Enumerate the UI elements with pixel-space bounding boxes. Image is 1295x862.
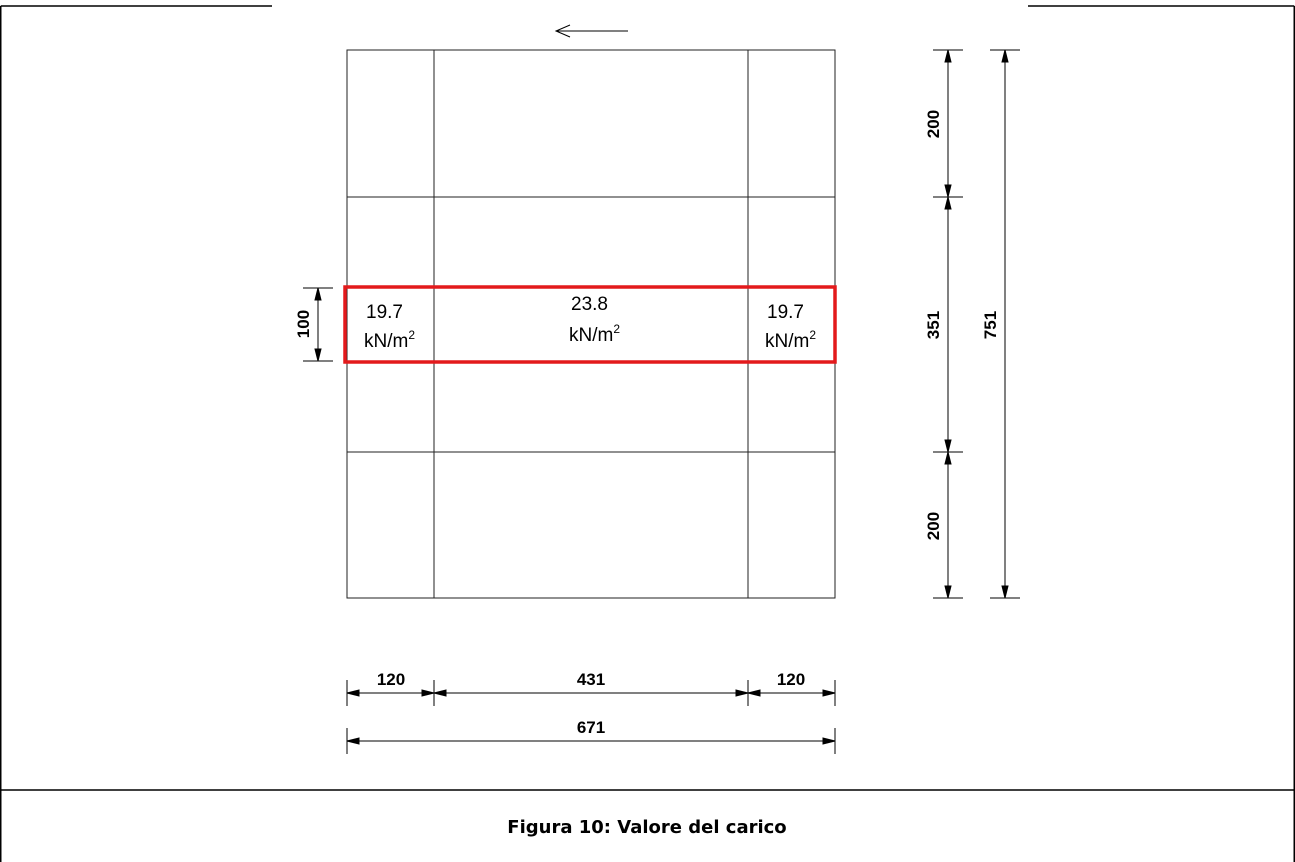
load-band-highlight [343,285,837,364]
load-label-left: 19.7 kN/m2 [364,302,415,352]
dimension-bottom-total [346,728,836,754]
dimension-bottom-segments [346,680,836,706]
load-value-center: 23.8 [571,294,608,315]
dimension-right-segment-2: 351 [924,311,943,339]
dimension-bottom-total-label: 671 [577,718,605,737]
load-label-right: 19.7 kN/m2 [765,302,816,352]
dimension-right-segment-3: 200 [924,512,943,540]
dimension-left-band [303,287,333,362]
load-value-left: 19.7 [366,302,403,323]
dimension-right-total [990,49,1020,599]
load-value-right: 19.7 [767,302,804,323]
load-unit-right: kN/m2 [765,328,816,352]
load-unit-left: kN/m2 [364,328,415,352]
dimension-right-total-label: 751 [981,311,1000,339]
load-unit-center: kN/m2 [569,322,620,346]
dimension-left-band-label: 100 [294,310,313,338]
dimension-bottom-segment-1: 120 [377,670,405,689]
figure-caption: Figura 10: Valore del carico [507,817,786,838]
dimension-right-inner [933,49,963,599]
load-label-center: 23.8 kN/m2 [569,294,620,346]
direction-arrow-left-icon [554,24,628,38]
dimension-right-segment-1: 200 [924,110,943,138]
figure-border [0,5,1295,862]
dimension-bottom-segment-3: 120 [777,670,805,689]
dimension-bottom-segment-2: 431 [577,670,605,689]
slab-outline [346,49,836,599]
slab-plan [346,49,836,599]
